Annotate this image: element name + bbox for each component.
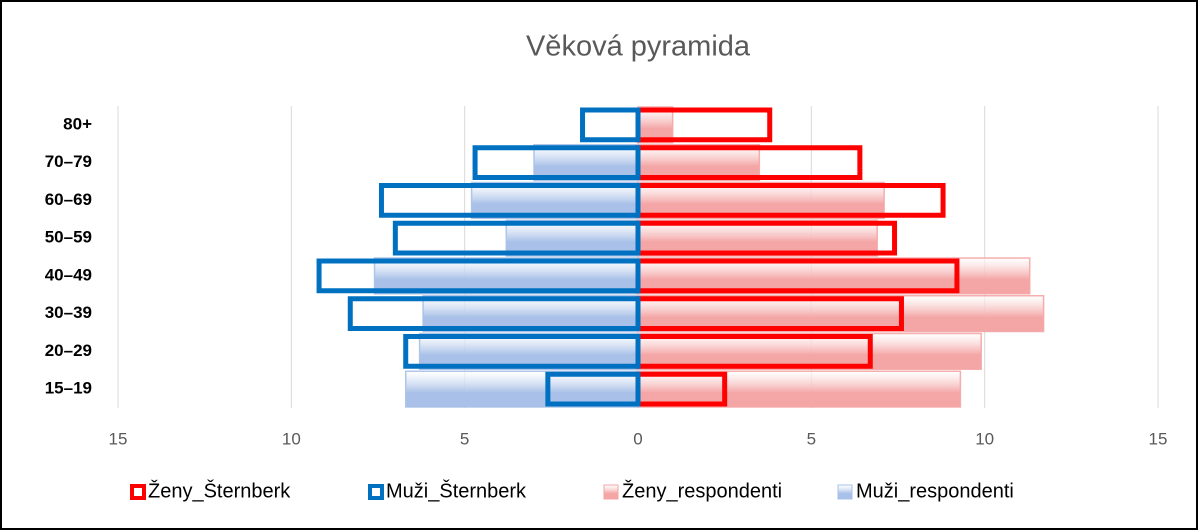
bar (637, 219, 878, 257)
bar-outline (392, 220, 641, 256)
x-tick-label: 0 (633, 429, 642, 448)
bar (470, 181, 639, 219)
category-label: 15–19 (45, 379, 92, 398)
legend-label: Ženy_respondenti (622, 479, 782, 502)
x-tick-label: 10 (975, 429, 994, 448)
category-label: 80+ (63, 114, 92, 133)
bar-outline (472, 145, 641, 180)
x-tick-label: 15 (109, 429, 128, 448)
legend-swatch (368, 484, 384, 500)
legend-label: Muži_Šternberk (386, 479, 527, 502)
category-label: 60–69 (45, 190, 92, 209)
category-label: 50–59 (45, 228, 92, 247)
bar-outline (580, 107, 641, 143)
bar (637, 106, 674, 144)
bar-outline (378, 183, 641, 218)
bar (637, 257, 1031, 295)
bar (422, 295, 639, 333)
x-tick-label: 15 (1149, 429, 1168, 448)
legend-label: Ženy_Šternberk (148, 479, 291, 502)
legend-swatch (837, 484, 853, 500)
category-label: 70–79 (45, 152, 92, 171)
bar (404, 370, 639, 408)
bar-outline (545, 371, 641, 407)
category-label: 40–49 (45, 265, 92, 284)
x-tick-label: 10 (282, 429, 301, 448)
bar (637, 144, 761, 182)
bar-outline (347, 296, 641, 331)
bar (637, 332, 982, 370)
legend-label: Muži_respondenti (856, 480, 1014, 502)
bar (373, 257, 639, 295)
legend-swatch (603, 484, 619, 500)
x-tick-label: 5 (807, 429, 816, 448)
bar-outline (316, 258, 641, 294)
legend-swatch (130, 484, 146, 500)
category-label: 20–29 (45, 341, 92, 360)
bar (637, 295, 1045, 333)
bar-outline (403, 334, 641, 369)
chart-title: Věková pyramida (526, 31, 751, 63)
x-tick-label: 5 (460, 429, 469, 448)
category-label: 30–39 (45, 303, 92, 322)
